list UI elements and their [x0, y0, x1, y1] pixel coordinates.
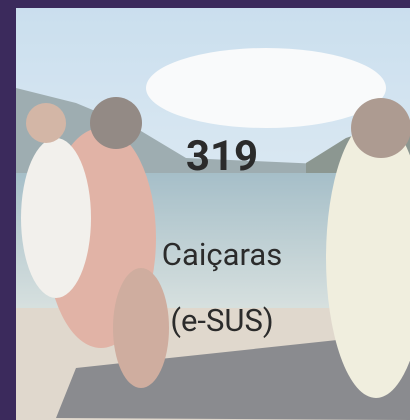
stat-value: 319: [16, 132, 410, 181]
stat-label: Caiçaras: [16, 236, 410, 273]
page: {"card": {"value": 319, "label": "Caiçar…: [0, 0, 410, 420]
overlay: [16, 8, 410, 420]
stat-source: (e-SUS): [16, 302, 410, 339]
stat-card: 319 Caiçaras (e-SUS): [16, 8, 410, 420]
